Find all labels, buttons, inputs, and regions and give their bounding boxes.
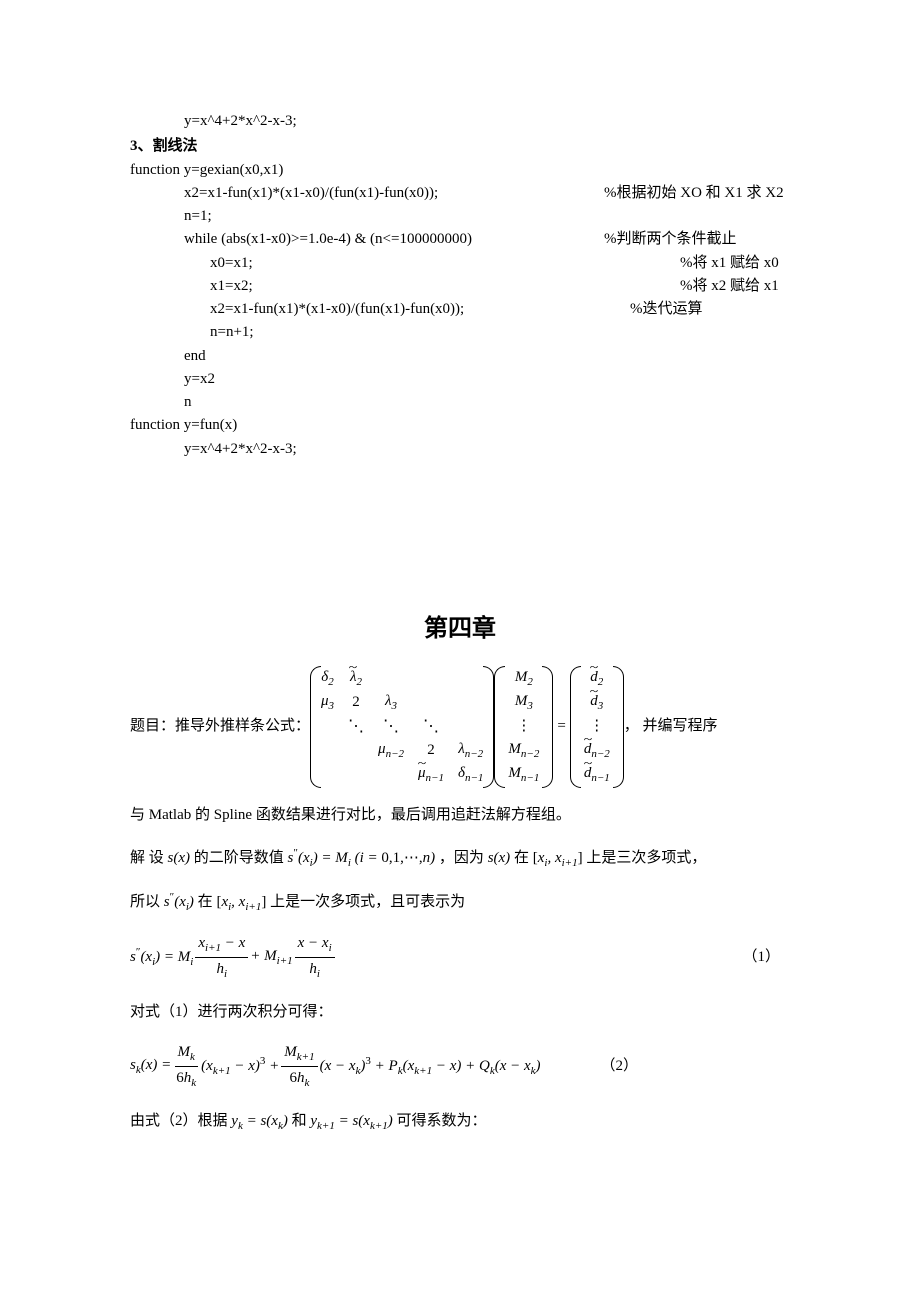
math-inline: s″(xi) = Mi (i = 0,1,⋯,n): [288, 850, 436, 866]
equation-number: （2）: [601, 1055, 649, 1078]
math-inline: s″(xi): [164, 894, 198, 910]
para-coeff: 由式（2）根据 yk = s(xk) 和 yk+1 = s(xk+1) 可得系数…: [130, 1106, 790, 1137]
code-line-with-comment: x2=x1-fun(x1)*(x1-x0)/(fun(x1)-fun(x0));…: [130, 298, 790, 321]
math-inline: s(x): [168, 850, 194, 866]
para-setup-1: 解 设 s(x) 的二阶导数值 s″(xi) = Mi (i = 0,1,⋯,n…: [130, 842, 790, 874]
equals-sign: =: [557, 719, 565, 734]
para-setup-2: 所以 s″(xi) 在 [xi, xi+1] 上是一次多项式，且可表示为: [130, 886, 790, 918]
matrix-A: δ2λ2 μ32λ3 ⋱⋱⋱ μn−22λn−2 μn−1δn−1: [310, 666, 494, 788]
equation-2: sk(x) = Mk 6hk (xk+1 − x)3 + Mk+1 6hk (x…: [130, 1041, 790, 1092]
code-statement: while (abs(x1-x0)>=1.0e-4) & (n<=1000000…: [130, 228, 604, 251]
code-line-with-comment: x2=x1-fun(x1)*(x1-x0)/(fun(x1)-fun(x0));…: [130, 182, 790, 205]
para-after-matrix: 与 Matlab 的 Spline 函数结果进行对比，最后调用追赶法解方程组。: [130, 800, 790, 830]
text-run: ，因为: [439, 850, 484, 866]
code-line-with-comment: while (abs(x1-x0)>=1.0e-4) & (n<=1000000…: [130, 228, 790, 251]
code-comment: %判断两个条件截止: [604, 228, 737, 251]
text-run: 上是三次多项式，: [586, 850, 706, 866]
code-fn-decl: function y=fun(x): [130, 414, 790, 437]
vector-d: d2 d3 ⋮ dn−2 dn−1: [570, 666, 624, 788]
math-inline: yk+1 = s(xk+1): [310, 1113, 396, 1129]
text-run: 和: [292, 1113, 307, 1129]
text-run: 的二阶导数值: [194, 850, 284, 866]
code-line: y=x2: [130, 368, 790, 391]
problem-suffix: ， 并编写程序: [624, 719, 718, 734]
code-line: n=n+1;: [130, 321, 790, 344]
code-line-with-comment: x1=x2; %将 x2 赋给 x1: [130, 275, 790, 298]
equation-1: s″(xi) = Mi xi+1 − x hi + Mi+1 x − xi hi…: [130, 932, 790, 983]
math-inline: [xi, xi+1]: [216, 894, 266, 910]
math-inline: [xi, xi+1]: [533, 850, 583, 866]
problem-prefix: 题目：推导外推样条公式：: [130, 719, 310, 734]
code-statement: x2=x1-fun(x1)*(x1-x0)/(fun(x1)-fun(x0));: [130, 182, 604, 205]
code-line: y=x^4+2*x^2-x-3;: [130, 110, 790, 133]
text-run: 由式（2）根据: [130, 1113, 228, 1129]
code-statement: x2=x1-fun(x1)*(x1-x0)/(fun(x1)-fun(x0));: [130, 298, 630, 321]
equation-number: （1）: [742, 946, 790, 969]
code-line: n=1;: [130, 205, 790, 228]
chapter-title: 第四章: [130, 611, 790, 648]
code-line: n: [130, 391, 790, 414]
text-run: 在: [514, 850, 529, 866]
math-inline: s(x): [488, 850, 514, 866]
section-heading-3: 3、割线法: [130, 135, 790, 158]
code-line: end: [130, 345, 790, 368]
code-line-with-comment: x0=x1; %将 x1 赋给 x0: [130, 252, 790, 275]
code-comment: %将 x1 赋给 x0: [680, 252, 779, 275]
text-run: 所以: [130, 894, 160, 910]
code-comment: %将 x2 赋给 x1: [680, 275, 779, 298]
math-inline: yk = s(xk): [231, 1113, 291, 1129]
text-run: 上是一次多项式，且可表示为: [270, 894, 465, 910]
code-comment: %迭代运算: [630, 298, 703, 321]
code-statement: x1=x2;: [130, 275, 680, 298]
matrix-problem-line: 题目：推导外推样条公式： δ2λ2 μ32λ3 ⋱⋱⋱ μn−22λn−2 μn…: [130, 666, 790, 788]
code-statement: x0=x1;: [130, 252, 680, 275]
text-run: 可得系数为：: [397, 1113, 487, 1129]
para-integrate: 对式（1）进行两次积分可得：: [130, 997, 790, 1027]
code-fn-decl: function y=gexian(x0,x1): [130, 159, 790, 182]
code-line: y=x^4+2*x^2-x-3;: [130, 438, 790, 461]
code-comment: %根据初始 XO 和 X1 求 X2: [604, 182, 784, 205]
page-root: y=x^4+2*x^2-x-3; 3、割线法 function y=gexian…: [0, 0, 920, 1209]
text-run: 在: [198, 894, 213, 910]
vector-M: M2 M3 ⋮ Mn−2 Mn−1: [494, 666, 553, 788]
text-run: 解 设: [130, 850, 164, 866]
